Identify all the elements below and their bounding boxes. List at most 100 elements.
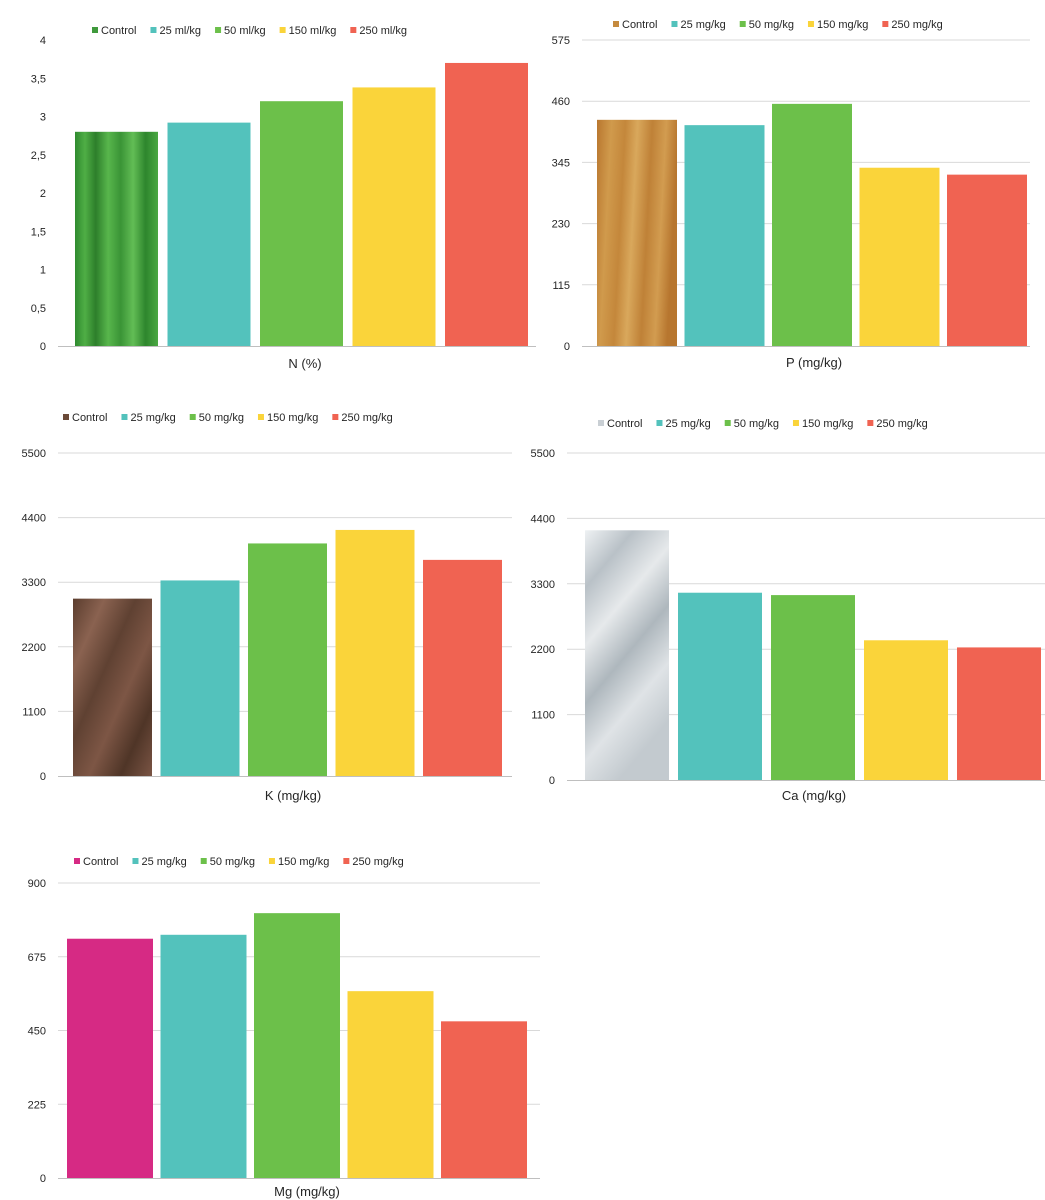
y-tick-label: 900 xyxy=(28,878,46,890)
y-tick-label: 2200 xyxy=(531,644,555,656)
legend: Control 25 mg/kg 50 mg/kg 150 mg/kg 250 mg/k… xyxy=(63,412,393,424)
bar-50-mg-kg xyxy=(771,595,855,780)
legend-swatch xyxy=(598,420,604,426)
legend-swatch xyxy=(671,21,678,27)
bar-50-mg-kg xyxy=(248,543,327,776)
legend-swatch xyxy=(332,414,339,420)
bar-25-mg-kg xyxy=(684,125,765,346)
legend-label: Control xyxy=(607,418,642,430)
x-axis-label: Mg (mg/kg) xyxy=(274,1184,340,1199)
bar-150-ml-kg xyxy=(352,87,436,347)
y-tick-label: 2 xyxy=(40,188,46,200)
bar-control xyxy=(75,131,158,346)
legend-swatch xyxy=(257,414,264,420)
x-axis-label: N (%) xyxy=(288,356,321,371)
legend-swatch xyxy=(343,858,350,864)
legend-label: Control xyxy=(622,19,657,31)
bar-control xyxy=(585,530,669,780)
bar-control xyxy=(597,119,677,347)
legend-swatch xyxy=(350,27,357,33)
bar-250-mg-kg xyxy=(957,647,1041,780)
legend-swatch xyxy=(792,420,799,426)
x-axis-label: P (mg/kg) xyxy=(786,355,842,370)
bar-50-mg-kg xyxy=(254,913,340,1178)
y-tick-label: 0 xyxy=(564,341,570,353)
legend-swatch xyxy=(268,858,275,864)
y-tick-label: 0 xyxy=(40,771,46,783)
y-tick-label: 3 xyxy=(40,112,46,124)
y-tick-label: 0 xyxy=(40,341,46,353)
bar-150-mg-kg xyxy=(864,640,948,780)
legend-label: 25 mg/kg xyxy=(665,418,710,430)
y-tick-label: 4400 xyxy=(22,513,46,525)
chart-panel-5: 0 225 450 675 900 Mg (mg/kg) Control 25 mg/kg 50… xyxy=(28,856,540,1199)
y-tick-label: 1,5 xyxy=(31,226,46,238)
legend-label: 250 mg/kg xyxy=(352,856,403,868)
legend-label: 50 mg/kg xyxy=(210,856,255,868)
y-tick-label: 345 xyxy=(552,157,570,169)
y-tick-label: 4 xyxy=(40,35,46,47)
y-tick-label: 3300 xyxy=(531,579,555,591)
legend-swatch xyxy=(132,858,139,864)
legend-label: 250 mg/kg xyxy=(876,418,927,430)
legend-label: Control xyxy=(72,412,107,424)
bar-250-mg-kg xyxy=(423,559,502,776)
legend-swatch xyxy=(200,858,207,864)
legend-swatch xyxy=(121,414,128,420)
legend-swatch xyxy=(92,27,98,33)
legend-label: 150 mg/kg xyxy=(802,418,853,430)
legend-swatch xyxy=(63,414,69,420)
y-tick-label: 0 xyxy=(40,1173,46,1185)
bar-control xyxy=(67,938,153,1178)
bar-150-mg-kg xyxy=(859,167,940,346)
bar-25-mg-kg xyxy=(160,934,247,1178)
legend: Control 25 mg/kg 50 mg/kg 150 mg/kg 250 mg/k… xyxy=(613,19,943,31)
legend-label: 250 mg/kg xyxy=(341,412,392,424)
legend-swatch xyxy=(882,21,889,27)
legend-swatch xyxy=(189,414,196,420)
bar-50-ml-kg xyxy=(260,101,343,346)
y-tick-label: 575 xyxy=(552,35,570,47)
bar-control xyxy=(73,598,152,776)
legend-swatch xyxy=(867,420,874,426)
y-tick-label: 230 xyxy=(552,219,570,231)
legend-swatch xyxy=(215,27,222,33)
bar-150-mg-kg xyxy=(347,991,434,1178)
bar-150-mg-kg xyxy=(335,529,415,776)
bar-25-mg-kg xyxy=(678,592,762,780)
legend-swatch xyxy=(807,21,814,27)
legend-label: 25 ml/kg xyxy=(159,25,201,37)
bar-25-mg-kg xyxy=(160,580,240,776)
y-tick-label: 115 xyxy=(552,280,570,292)
bar-50-mg-kg xyxy=(772,103,852,346)
legend-label: 25 mg/kg xyxy=(141,856,186,868)
y-tick-label: 3300 xyxy=(22,577,46,589)
legend-label: 50 mg/kg xyxy=(749,19,794,31)
legend-label: 250 mg/kg xyxy=(891,19,942,31)
y-tick-label: 225 xyxy=(28,1099,46,1111)
y-tick-label: 5500 xyxy=(531,448,555,460)
legend-label: Control xyxy=(83,856,118,868)
legend: Control 25 ml/kg 50 ml/kg 150 ml/kg 250 ml/k… xyxy=(92,25,407,37)
y-tick-label: 4400 xyxy=(531,513,555,525)
y-tick-label: 2200 xyxy=(22,642,46,654)
legend-label: 150 ml/kg xyxy=(289,25,337,37)
chart-panel-3: 0 1100 2200 3300 4400 5500 K (mg/kg) Control 25 … xyxy=(22,412,512,803)
y-tick-label: 1 xyxy=(40,265,46,277)
y-tick-label: 450 xyxy=(28,1026,46,1038)
legend-label: 150 mg/kg xyxy=(267,412,318,424)
bar-250-ml-kg xyxy=(445,62,528,346)
legend-label: 50 mg/kg xyxy=(734,418,779,430)
y-tick-label: 5500 xyxy=(22,448,46,460)
x-axis-label: K (mg/kg) xyxy=(265,788,321,803)
y-tick-label: 0 xyxy=(549,775,555,787)
legend-label: 50 mg/kg xyxy=(199,412,244,424)
legend-label: Control xyxy=(101,25,136,37)
y-tick-label: 0,5 xyxy=(31,303,46,315)
legend: Control 25 mg/kg 50 mg/kg 150 mg/kg 250 mg/k… xyxy=(74,856,404,868)
legend: Control 25 mg/kg 50 mg/kg 150 mg/kg 250 mg/k… xyxy=(598,418,928,430)
legend-swatch xyxy=(739,21,746,27)
legend-swatch xyxy=(613,21,619,27)
y-tick-label: 2,5 xyxy=(31,150,46,162)
y-tick-label: 3,5 xyxy=(31,73,46,85)
